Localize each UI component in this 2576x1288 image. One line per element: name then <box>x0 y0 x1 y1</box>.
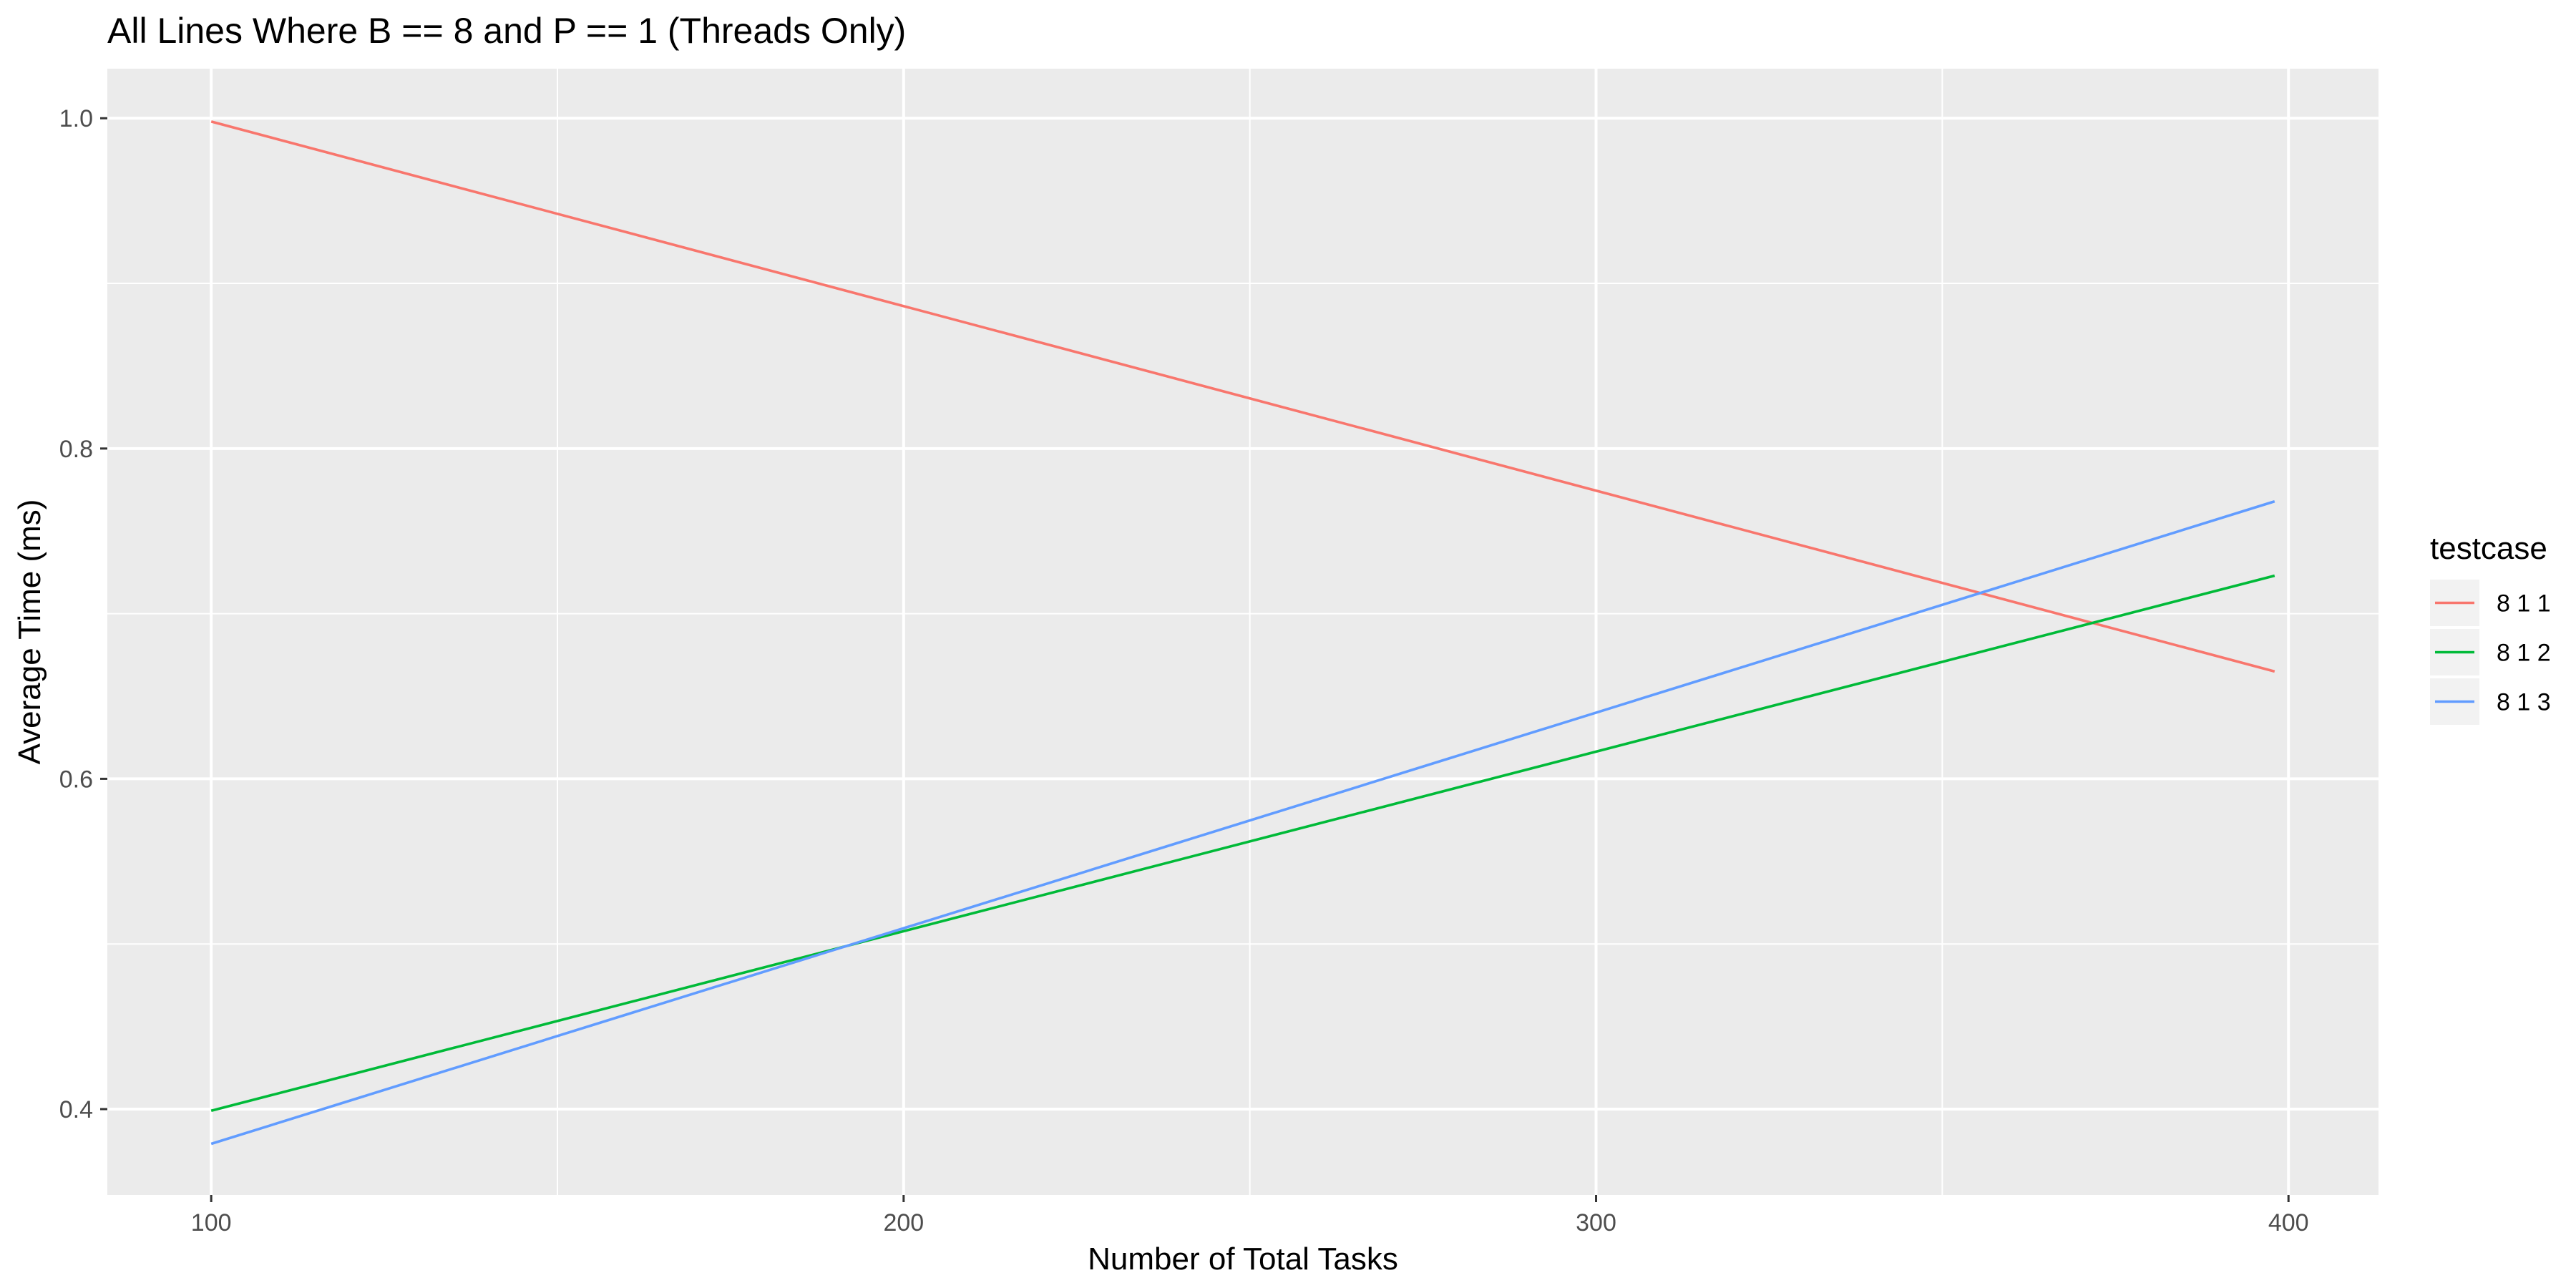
x-axis-title: Number of Total Tasks <box>1088 1241 1398 1277</box>
major-gridlines <box>107 69 2379 1195</box>
legend-keys: 8 1 1 8 1 2 8 1 3 <box>2430 580 2551 725</box>
legend-title: testcase <box>2430 531 2547 566</box>
y-axis-ticks: 0.4 0.6 0.8 1.0 <box>59 105 107 1123</box>
minor-gridlines <box>107 69 2379 1195</box>
chart-title: All Lines Where B == 8 and P == 1 (Threa… <box>107 11 906 51</box>
y-tick-label: 0.8 <box>59 436 93 463</box>
y-tick-label: 0.4 <box>59 1096 93 1123</box>
legend-label: 8 1 3 <box>2497 689 2551 716</box>
series-line-8-1-1 <box>210 120 2275 673</box>
series-lines <box>210 120 2275 1146</box>
plot-panel <box>107 69 2379 1195</box>
x-tick-label: 100 <box>191 1209 232 1236</box>
legend: testcase 8 1 1 8 1 2 8 1 3 <box>2430 531 2551 725</box>
x-axis-ticks: 100 200 300 400 <box>191 1195 2309 1236</box>
legend-label: 8 1 1 <box>2497 590 2551 618</box>
series-line-8-1-2 <box>210 574 2275 1113</box>
x-tick-label: 300 <box>1576 1209 1616 1236</box>
series-line-8-1-3 <box>210 499 2275 1146</box>
x-tick-label: 400 <box>2268 1209 2309 1236</box>
y-tick-label: 1.0 <box>59 105 93 132</box>
y-axis-title: Average Time (ms) <box>12 499 47 765</box>
legend-label: 8 1 2 <box>2497 640 2551 667</box>
y-tick-label: 0.6 <box>59 766 93 793</box>
x-tick-label: 200 <box>883 1209 924 1236</box>
